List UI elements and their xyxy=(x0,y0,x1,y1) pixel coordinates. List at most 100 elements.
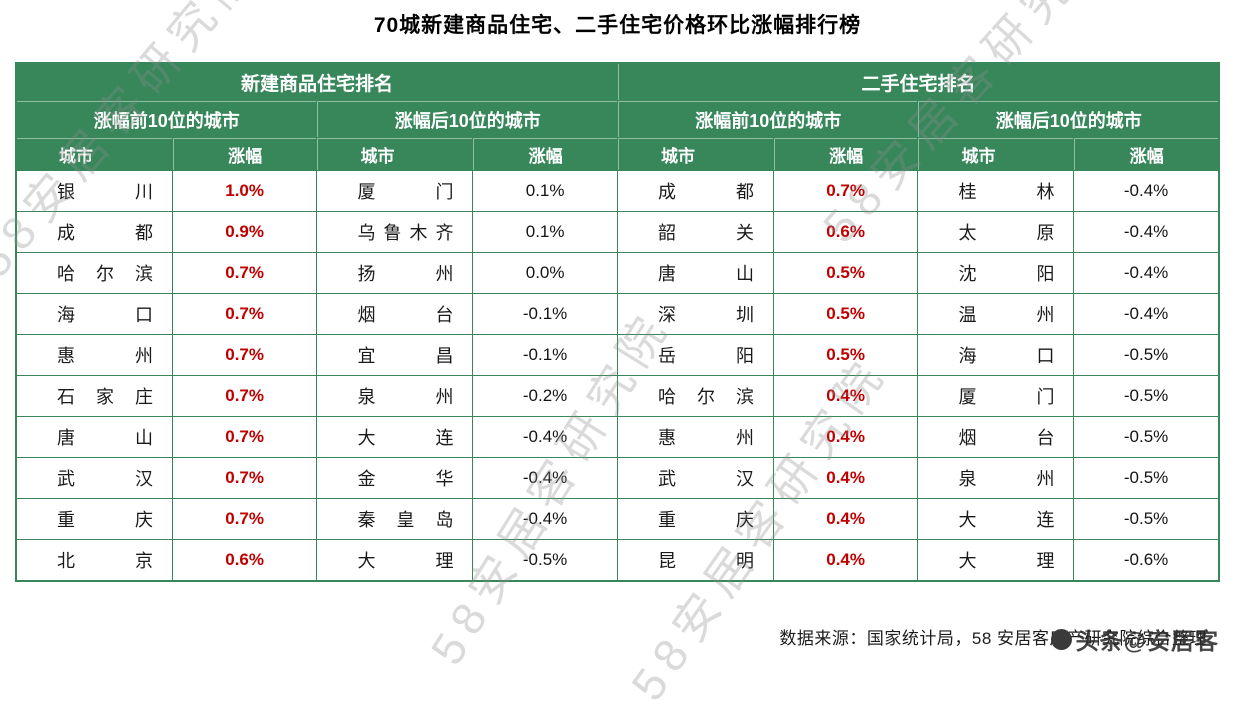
group-header: 涨幅前10位的城市 xyxy=(617,101,918,137)
city-cell: 唐山 xyxy=(617,253,773,293)
change-value-cell: -0.4% xyxy=(473,499,617,539)
city-name: 沈阳 xyxy=(958,264,1055,284)
city-name: 惠州 xyxy=(57,346,153,366)
city-name: 深圳 xyxy=(657,305,754,325)
change-value-cell: -0.4% xyxy=(473,458,617,498)
city-name: 大理 xyxy=(958,551,1055,571)
group-header: 涨幅后10位的城市 xyxy=(317,101,617,137)
change-value-cell: 0.5% xyxy=(773,253,918,293)
city-cell: 大连 xyxy=(317,417,473,457)
city-name: 桂林 xyxy=(958,182,1055,202)
change-value-cell: -0.4% xyxy=(1074,171,1218,211)
city-name: 武汉 xyxy=(657,469,754,489)
city-cell: 武汉 xyxy=(17,458,172,498)
city-name: 唐山 xyxy=(657,264,754,284)
city-cell: 重庆 xyxy=(617,499,773,539)
city-cell: 宜昌 xyxy=(317,335,473,375)
change-value-cell: 0.7% xyxy=(172,335,317,375)
city-name: 烟台 xyxy=(958,428,1055,448)
change-value-cell: 0.0% xyxy=(473,253,617,293)
change-value-cell: 0.1% xyxy=(473,212,617,252)
city-name: 太原 xyxy=(958,223,1055,243)
city-name: 哈尔滨 xyxy=(57,264,153,284)
city-name: 泉州 xyxy=(357,387,454,407)
city-name: 银川 xyxy=(57,182,153,202)
city-cell: 海口 xyxy=(17,294,172,334)
change-value-cell: 0.7% xyxy=(172,417,317,457)
city-cell: 唐山 xyxy=(17,417,172,457)
city-cell: 惠州 xyxy=(17,335,172,375)
section-header: 新建商品住宅排名 xyxy=(17,64,617,100)
city-cell: 韶关 xyxy=(617,212,773,252)
toutiao-watermark-text: 头条@安居客 xyxy=(1075,628,1219,654)
city-name: 成都 xyxy=(57,223,153,243)
city-name: 武汉 xyxy=(57,469,153,489)
city-name: 秦皇岛 xyxy=(357,510,454,530)
city-cell: 沈阳 xyxy=(918,253,1074,293)
change-value-cell: 0.4% xyxy=(773,376,918,416)
change-value-cell: -0.1% xyxy=(473,294,617,334)
city-cell: 石家庄 xyxy=(17,376,172,416)
change-value-cell: -0.5% xyxy=(1074,499,1218,539)
change-value-cell: -0.5% xyxy=(1074,335,1218,375)
city-name: 温州 xyxy=(958,305,1055,325)
city-name: 金华 xyxy=(357,469,454,489)
change-value-cell: -0.5% xyxy=(1074,376,1218,416)
change-value-cell: 0.4% xyxy=(773,458,918,498)
city-name: 宜昌 xyxy=(357,346,454,366)
change-value-cell: 0.9% xyxy=(172,212,317,252)
change-value-cell: -0.4% xyxy=(473,417,617,457)
city-name: 岳阳 xyxy=(657,346,754,366)
city-cell: 桂林 xyxy=(918,171,1074,211)
page-title: 70城新建商品住宅、二手住宅价格环比涨幅排行榜 xyxy=(373,14,862,37)
city-name: 惠州 xyxy=(657,428,754,448)
city-name: 泉州 xyxy=(958,469,1055,489)
city-cell: 武汉 xyxy=(617,458,773,498)
city-name: 大连 xyxy=(357,428,454,448)
city-name: 厦门 xyxy=(357,182,454,202)
city-name: 海口 xyxy=(57,305,153,325)
city-name: 韶关 xyxy=(657,223,754,243)
city-name: 重庆 xyxy=(57,510,153,530)
change-value-cell: 0.7% xyxy=(172,458,317,498)
city-cell: 烟台 xyxy=(918,417,1074,457)
change-column-header: 涨幅 xyxy=(1074,138,1218,170)
change-value-cell: 0.7% xyxy=(773,171,918,211)
data-source-note: 数据来源：国家统计局，58 安居客房产研究院综合整理 xyxy=(779,629,1207,648)
change-column-header: 涨幅 xyxy=(473,138,617,170)
city-cell: 太原 xyxy=(918,212,1074,252)
city-name: 成都 xyxy=(657,182,754,202)
toutiao-watermark: 头条@安居客 xyxy=(1050,622,1219,656)
city-cell: 海口 xyxy=(918,335,1074,375)
city-cell: 大理 xyxy=(918,540,1074,580)
city-cell: 温州 xyxy=(918,294,1074,334)
change-value-cell: -0.5% xyxy=(473,540,617,580)
city-cell: 扬州 xyxy=(317,253,473,293)
city-name: 烟台 xyxy=(357,305,454,325)
city-name: 昆明 xyxy=(657,551,754,571)
city-cell: 泉州 xyxy=(918,458,1074,498)
change-value-cell: 0.5% xyxy=(773,294,918,334)
change-value-cell: 0.7% xyxy=(172,294,317,334)
change-value-cell: 0.7% xyxy=(172,376,317,416)
toutiao-logo-icon xyxy=(1050,628,1072,650)
change-value-cell: -0.5% xyxy=(1074,458,1218,498)
city-name: 大连 xyxy=(958,510,1055,530)
city-cell: 哈尔滨 xyxy=(617,376,773,416)
city-cell: 烟台 xyxy=(317,294,473,334)
city-cell: 深圳 xyxy=(617,294,773,334)
city-cell: 惠州 xyxy=(617,417,773,457)
city-cell: 岳阳 xyxy=(617,335,773,375)
change-value-cell: -0.4% xyxy=(1074,212,1218,252)
city-cell: 成都 xyxy=(17,212,172,252)
change-value-cell: 1.0% xyxy=(172,171,317,211)
change-value-cell: -0.2% xyxy=(473,376,617,416)
change-value-cell: -0.1% xyxy=(473,335,617,375)
city-column-header: 城市 xyxy=(918,138,1074,170)
change-value-cell: 0.1% xyxy=(473,171,617,211)
change-value-cell: 0.5% xyxy=(773,335,918,375)
change-column-header: 涨幅 xyxy=(773,138,918,170)
change-value-cell: -0.6% xyxy=(1074,540,1218,580)
city-cell: 金华 xyxy=(317,458,473,498)
